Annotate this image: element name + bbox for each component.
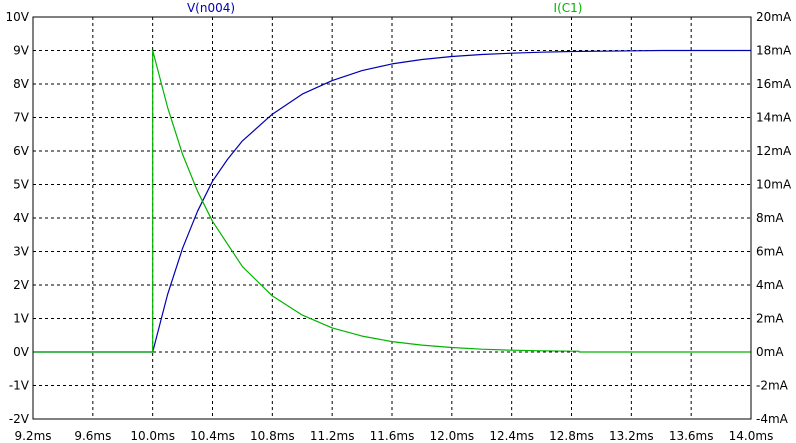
- x-tick-label: 12.0ms: [429, 429, 474, 443]
- y-right-tick-label: -2mA: [756, 379, 789, 393]
- y-left-tick-label: 3V: [13, 245, 30, 259]
- x-tick-label: 9.6ms: [74, 429, 111, 443]
- y-left-tick-label: 2V: [13, 278, 30, 292]
- y-right-tick-label: 6mA: [756, 245, 784, 259]
- y-right-tick-label: 18mA: [756, 44, 792, 58]
- y-right-tick-label: 0mA: [756, 345, 784, 359]
- y-right-tick-label: 4mA: [756, 278, 784, 292]
- y-right-tick-label: 16mA: [756, 77, 792, 91]
- x-tick-label: 11.2ms: [310, 429, 355, 443]
- tick-labels: 9.2ms 9.6ms 10.0ms 10.4ms 10.8ms 11.2ms 11.6ms…: [6, 10, 792, 443]
- x-tick-label: 13.2ms: [609, 429, 654, 443]
- y-left-tick-label: 10V: [6, 10, 30, 24]
- plot-frame: [32, 16, 752, 420]
- y-left-tick-label: 0V: [13, 345, 30, 359]
- x-tick-label: 10.8ms: [250, 429, 295, 443]
- trace-label-v-n004[interactable]: V(n004): [187, 1, 235, 15]
- y-left-tick-label: 8V: [13, 77, 30, 91]
- y-right-tick-label: 10mA: [756, 178, 792, 192]
- x-tick-label: 13.6ms: [669, 429, 714, 443]
- y-right-tick-label: 8mA: [756, 211, 784, 225]
- y-right-tick-label: 14mA: [756, 111, 792, 125]
- y-left-tick-label: 7V: [13, 111, 30, 125]
- y-left-tick-label: -1V: [9, 379, 30, 393]
- y-right-tick-label: 2mA: [756, 312, 784, 326]
- x-tick-label: 14.0ms: [729, 429, 774, 443]
- y-left-tick-label: 6V: [13, 144, 30, 158]
- y-right-tick-label: 20mA: [756, 10, 792, 24]
- series-line-i-c1[interactable]: [33, 49, 751, 353]
- x-tick-label: 10.0ms: [130, 429, 175, 443]
- y-left-tick-label: 4V: [13, 211, 30, 225]
- y-left-tick-label: 5V: [13, 178, 30, 192]
- traces: [33, 49, 751, 353]
- series-line-v-n004[interactable]: [33, 49, 751, 353]
- x-tick-label: 9.2ms: [14, 429, 51, 443]
- y-left-tick-label: 9V: [13, 44, 30, 58]
- y-right-tick-label: 12mA: [756, 144, 792, 158]
- y-left-tick-label: -2V: [9, 412, 30, 426]
- x-tick-label: 12.8ms: [549, 429, 594, 443]
- x-tick-label: 10.4ms: [190, 429, 235, 443]
- y-left-tick-label: 1V: [13, 312, 30, 326]
- x-tick-label: 11.6ms: [370, 429, 415, 443]
- x-tick-label: 12.4ms: [489, 429, 534, 443]
- y-right-tick-label: -4mA: [756, 412, 789, 426]
- trace-label-i-c1[interactable]: I(C1): [554, 1, 583, 15]
